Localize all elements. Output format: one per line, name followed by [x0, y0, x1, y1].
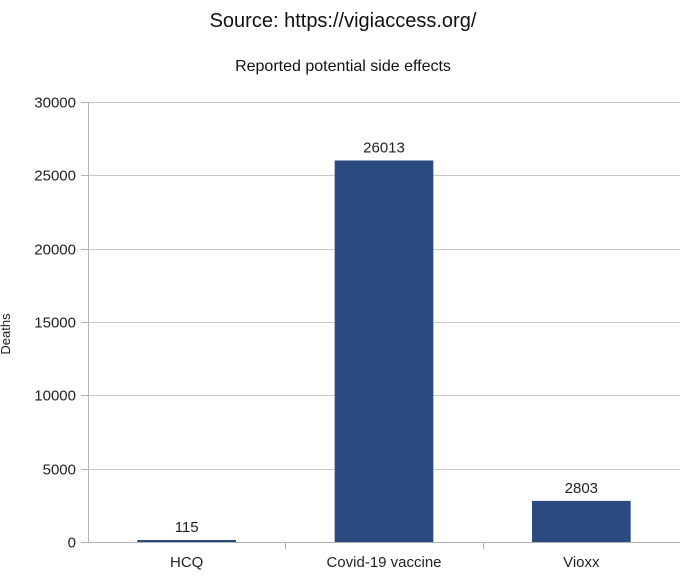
- y-axis-label: Deaths: [0, 313, 13, 355]
- x-tick-label: HCQ: [170, 554, 203, 571]
- chart-title: Source: https://vigiaccess.org/: [210, 10, 477, 32]
- data-label: 115: [175, 519, 199, 536]
- y-tick-label: 25000: [34, 168, 76, 185]
- y-tick-label: 20000: [34, 242, 76, 259]
- bars: [137, 160, 631, 542]
- y-tick-label: 10000: [34, 388, 76, 405]
- chart-subtitle: Reported potential side effects: [235, 58, 451, 75]
- y-tick-label: 0: [68, 535, 76, 552]
- bar-covid-19-vaccine: [334, 160, 434, 542]
- labels: 0 5000 10000 15000 20000 25000 30000 HCQ 115 Covi…: [34, 95, 600, 572]
- data-label: 26013: [363, 139, 405, 156]
- bar-vioxx: [532, 500, 631, 542]
- y-tick-label: 30000: [34, 95, 76, 112]
- x-tick-label: Covid-19 vaccine: [326, 554, 441, 571]
- y-tick-label: 5000: [43, 462, 76, 479]
- bar-hcq: [137, 540, 236, 542]
- axes: [81, 102, 680, 549]
- y-tick-label: 15000: [34, 315, 76, 332]
- data-label: 2803: [565, 480, 598, 497]
- x-tick-label: Vioxx: [563, 554, 600, 571]
